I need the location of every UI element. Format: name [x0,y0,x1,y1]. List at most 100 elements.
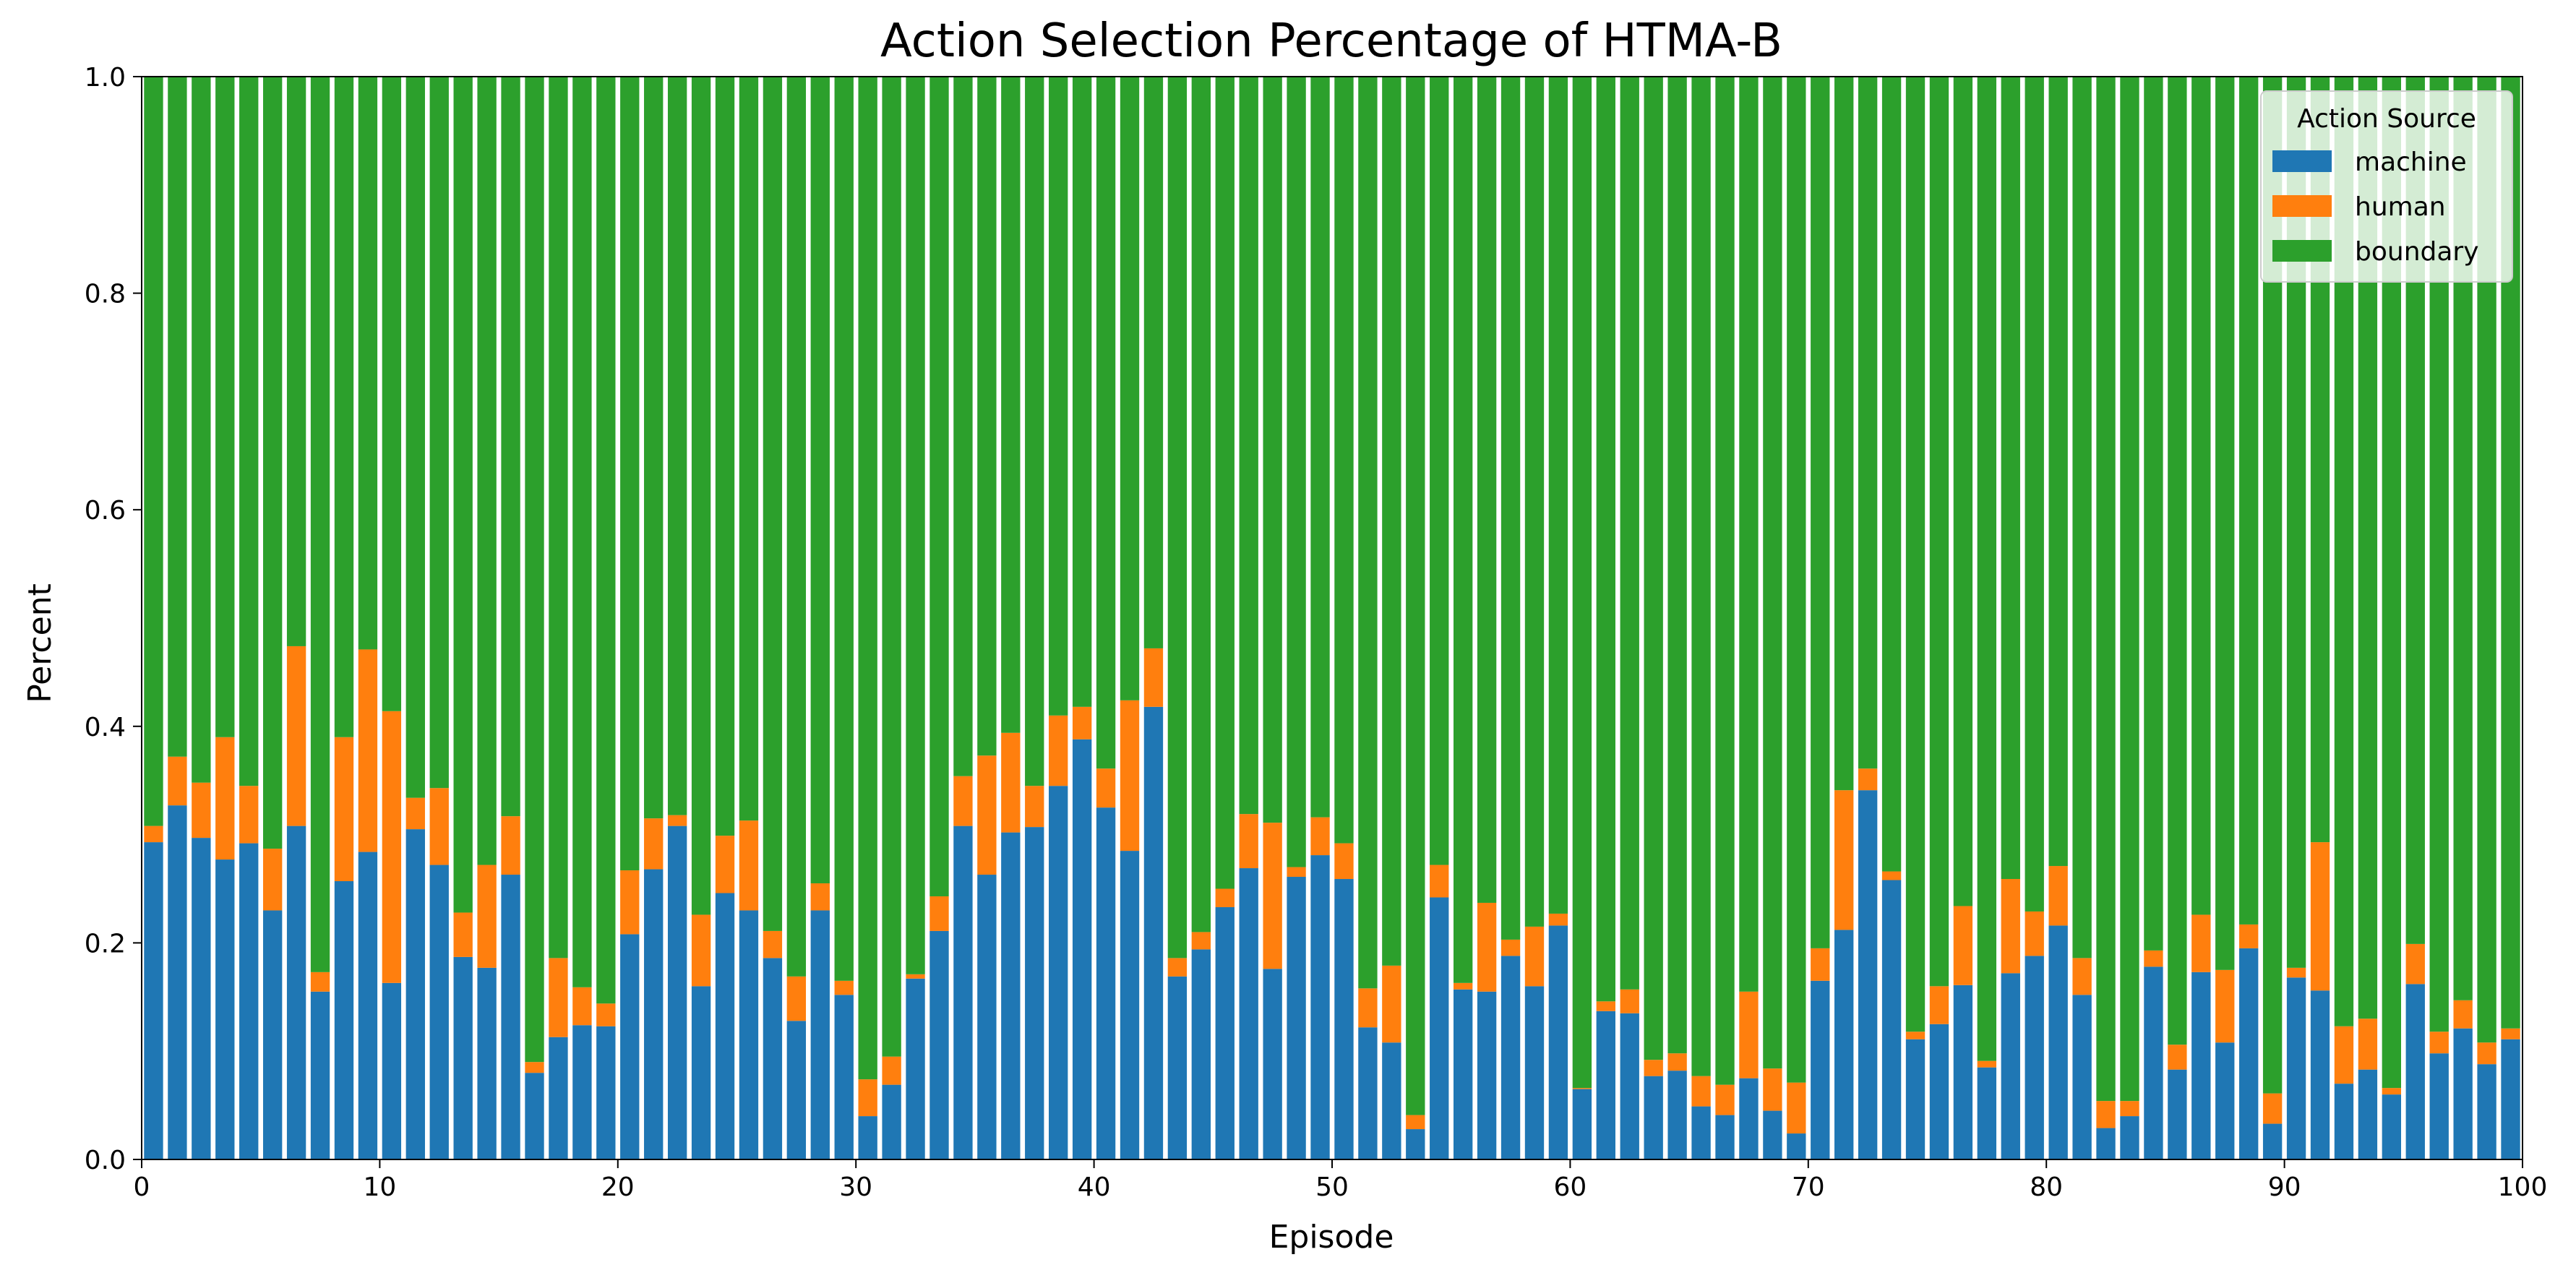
x-tick-label-100: 100 [2498,1172,2548,1202]
bar-machine-episode-39 [1072,739,1092,1159]
bar-human-episode-77 [1977,1060,1997,1068]
bar-boundary-episode-58 [1524,77,1545,927]
bar-boundary-episode-42 [1143,77,1164,648]
bar-machine-episode-46 [1239,868,1258,1159]
bar-boundary-episode-35 [977,77,997,756]
y-tick-label-0.8: 0.8 [85,280,126,309]
bar-boundary-episode-55 [1453,77,1473,983]
bar-human-episode-57 [1500,939,1521,956]
x-tick-label-80: 80 [2030,1172,2063,1202]
bar-human-episode-56 [1477,902,1497,992]
bar-boundary-episode-28 [810,77,830,884]
bar-machine-episode-7 [310,991,330,1159]
x-tick-label-30: 30 [839,1172,872,1202]
bar-machine-episode-52 [1382,1042,1401,1159]
bar-human-episode-93 [2358,1018,2378,1070]
bar-human-episode-4 [239,786,259,844]
bar-boundary-episode-57 [1500,77,1521,940]
bar-machine-episode-53 [1406,1129,1425,1159]
legend-swatch-human [2272,195,2332,217]
bar-human-episode-12 [429,788,449,865]
x-tick-label-90: 90 [2268,1172,2301,1202]
bar-boundary-episode-52 [1382,77,1401,966]
bar-machine-episode-19 [596,1026,616,1159]
bar-machine-episode-47 [1263,969,1282,1159]
x-tick-label-60: 60 [1553,1172,1587,1202]
bar-human-episode-88 [2239,924,2259,948]
bar-human-episode-61 [1596,1001,1615,1011]
bar-boundary-episode-56 [1477,77,1497,903]
x-tick-label-0: 0 [134,1172,150,1202]
bar-boundary-episode-0 [144,77,163,826]
bar-machine-episode-17 [549,1037,568,1159]
bar-machine-episode-29 [834,995,854,1159]
bar-machine-episode-96 [2429,1053,2449,1159]
bar-machine-episode-99 [2501,1039,2520,1159]
bar-human-episode-3 [215,737,235,860]
bar-boundary-episode-65 [1691,77,1711,1076]
bar-human-episode-23 [691,914,711,987]
bar-human-episode-33 [929,896,949,931]
bar-human-episode-15 [501,816,520,875]
bar-boundary-episode-72 [1858,77,1878,769]
bar-machine-episode-78 [2001,973,2020,1159]
bar-boundary-episode-46 [1239,77,1258,815]
bar-machine-episode-82 [2096,1128,2116,1159]
bar-boundary-episode-61 [1596,77,1615,1002]
bar-human-episode-26 [763,930,783,958]
bar-human-episode-42 [1143,648,1164,707]
bar-human-episode-6 [286,646,306,826]
y-tick-label-1.0: 1.0 [85,63,126,93]
bar-machine-episode-83 [2120,1116,2139,1159]
bar-human-episode-94 [2382,1088,2401,1095]
bar-boundary-episode-78 [2001,77,2020,880]
bar-boundary-episode-1 [168,77,187,757]
bar-boundary-episode-83 [2120,77,2139,1102]
bar-machine-episode-86 [2191,972,2211,1159]
bar-human-episode-8 [334,737,354,882]
bar-human-episode-34 [953,776,973,826]
bar-human-episode-58 [1524,926,1545,987]
bar-human-episode-11 [405,797,425,830]
bar-boundary-episode-50 [1334,77,1354,844]
bar-machine-episode-4 [239,843,259,1159]
bar-human-episode-78 [2001,879,2020,974]
bar-boundary-episode-8 [334,77,354,737]
bar-boundary-episode-82 [2096,77,2116,1102]
bar-boundary-episode-18 [572,77,592,987]
bar-boundary-episode-88 [2239,77,2259,925]
bar-machine-episode-93 [2358,1069,2378,1159]
bar-boundary-episode-64 [1667,77,1687,1054]
bar-machine-episode-34 [953,825,973,1159]
bar-machine-episode-70 [1811,980,1830,1159]
bar-boundary-episode-84 [2144,77,2163,951]
bar-machine-episode-11 [405,829,425,1159]
bar-machine-episode-38 [1049,786,1068,1159]
bar-boundary-episode-41 [1120,77,1140,700]
bar-machine-episode-49 [1310,855,1330,1159]
bar-machine-episode-33 [929,930,949,1159]
bar-boundary-episode-80 [2048,77,2068,867]
bar-human-episode-91 [2310,842,2330,991]
bar-boundary-episode-40 [1096,77,1116,769]
bar-machine-episode-68 [1763,1110,1782,1159]
bar-boundary-episode-19 [596,77,616,1004]
bar-human-episode-83 [2120,1101,2139,1117]
bar-machine-episode-88 [2239,948,2259,1159]
bar-human-episode-36 [1001,732,1021,833]
bar-machine-episode-25 [739,910,759,1159]
bar-human-episode-92 [2334,1026,2354,1084]
bar-human-episode-10 [382,711,402,983]
bar-machine-episode-41 [1120,851,1140,1159]
bar-boundary-episode-77 [1977,77,1997,1061]
bar-machine-episode-61 [1596,1011,1615,1159]
legend-label-machine: machine [2355,147,2467,177]
bar-boundary-episode-39 [1072,77,1092,707]
bar-machine-episode-66 [1715,1115,1735,1159]
bar-boundary-episode-85 [2168,77,2187,1045]
bar-boundary-episode-15 [501,77,520,817]
bar-human-episode-95 [2405,943,2425,985]
bar-machine-episode-81 [2072,995,2092,1159]
bar-boundary-episode-27 [786,77,807,977]
